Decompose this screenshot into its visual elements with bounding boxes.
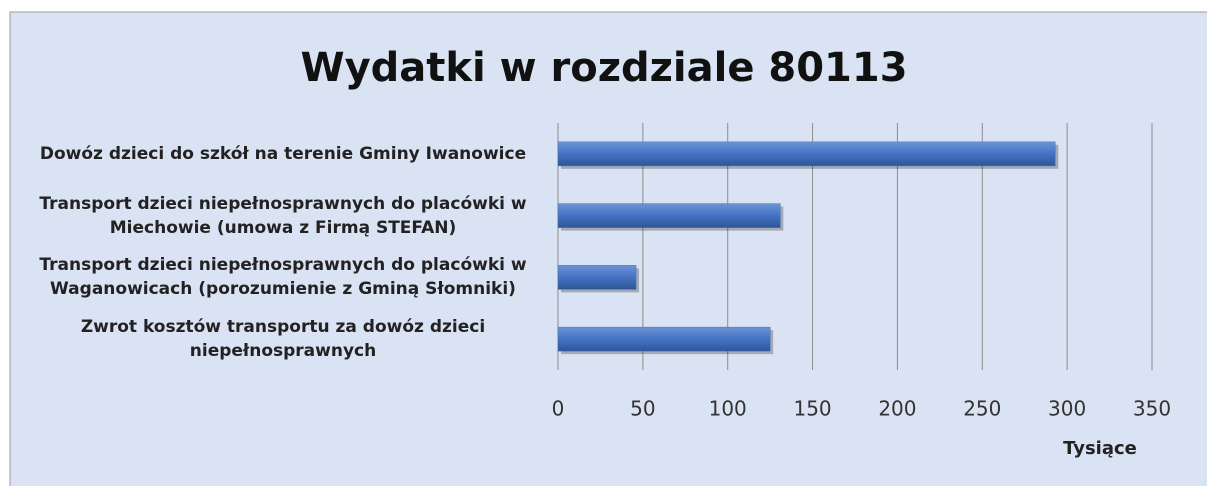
x-tick-label: 300 bbox=[1048, 397, 1086, 421]
x-tick-label: 150 bbox=[793, 397, 831, 421]
y-tick-label: Zwrot kosztów transportu za dowóz dzieci… bbox=[80, 317, 486, 362]
bar bbox=[557, 141, 1056, 167]
y-tick-label: Dowóz dzieci do szkół na terenie Gminy I… bbox=[39, 143, 527, 164]
y-tick-label: Transport dzieci niepełnosprawnych do pl… bbox=[39, 193, 527, 238]
chart-background bbox=[9, 11, 1207, 486]
x-tick-label: 50 bbox=[630, 397, 655, 421]
bar bbox=[557, 203, 781, 228]
x-tick-label: 250 bbox=[963, 397, 1001, 421]
bar bbox=[557, 265, 637, 290]
bar bbox=[557, 326, 771, 352]
x-tick-label: 100 bbox=[709, 397, 747, 421]
x-axis-title: Tysiące bbox=[1063, 438, 1137, 459]
y-tick-label: Transport dzieci niepełnosprawnych do pl… bbox=[39, 255, 527, 300]
chart-title: Wydatki w rozdziale 80113 bbox=[300, 45, 907, 91]
x-tick-label: 350 bbox=[1133, 397, 1171, 421]
x-tick-label: 200 bbox=[878, 397, 916, 421]
x-tick-label: 0 bbox=[552, 397, 565, 421]
